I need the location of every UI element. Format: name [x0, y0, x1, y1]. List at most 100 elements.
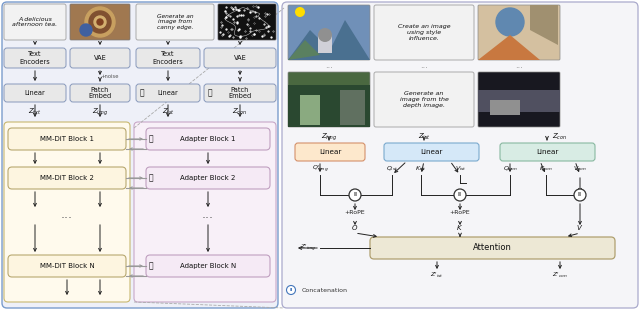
Text: Concatenation: Concatenation — [302, 287, 348, 293]
Bar — [288, 85, 370, 127]
Polygon shape — [530, 5, 558, 45]
Circle shape — [287, 285, 296, 295]
Text: Linear: Linear — [319, 149, 341, 155]
FancyBboxPatch shape — [374, 5, 474, 60]
Text: $Z'_{ist}$: $Z'_{ist}$ — [430, 270, 444, 280]
FancyBboxPatch shape — [288, 5, 370, 60]
FancyBboxPatch shape — [218, 4, 276, 40]
Text: II: II — [578, 193, 582, 197]
Text: $Q'_{img}$: $Q'_{img}$ — [312, 164, 328, 174]
Text: Linear: Linear — [24, 90, 45, 96]
Text: 🔥: 🔥 — [148, 134, 154, 143]
Text: $Z_{con}$: $Z_{con}$ — [232, 107, 248, 117]
Text: $O$: $O$ — [351, 224, 358, 233]
Text: $Q_{con}$: $Q_{con}$ — [503, 165, 517, 174]
Circle shape — [94, 16, 106, 28]
Text: MM-DiT Block 1: MM-DiT Block 1 — [40, 136, 94, 142]
Text: Adapter Block 2: Adapter Block 2 — [180, 175, 236, 181]
Circle shape — [80, 24, 92, 36]
FancyBboxPatch shape — [136, 84, 200, 102]
Text: Adapter Block 1: Adapter Block 1 — [180, 136, 236, 142]
Text: Attention: Attention — [473, 244, 512, 253]
FancyBboxPatch shape — [8, 128, 126, 150]
Text: $K_{ist}$: $K_{ist}$ — [415, 165, 427, 174]
FancyBboxPatch shape — [295, 143, 365, 161]
Text: Adapter Block N: Adapter Block N — [180, 263, 236, 269]
Text: Linear: Linear — [157, 90, 179, 96]
FancyBboxPatch shape — [136, 4, 214, 40]
FancyBboxPatch shape — [4, 122, 130, 302]
FancyBboxPatch shape — [478, 72, 560, 127]
FancyBboxPatch shape — [70, 4, 130, 40]
Text: Linear: Linear — [420, 149, 443, 155]
FancyBboxPatch shape — [282, 2, 638, 308]
FancyBboxPatch shape — [500, 143, 595, 161]
Text: $Z_{img}$: $Z_{img}$ — [92, 106, 108, 118]
Circle shape — [89, 11, 111, 33]
Text: $Q_{ist}$: $Q_{ist}$ — [386, 165, 398, 174]
Text: 🔥: 🔥 — [140, 89, 144, 98]
Text: +RoPE: +RoPE — [345, 211, 365, 216]
FancyBboxPatch shape — [134, 122, 276, 302]
Text: MM-DiT Block 2: MM-DiT Block 2 — [40, 175, 94, 181]
Text: $Z_{img}$: $Z_{img}$ — [321, 131, 337, 143]
Circle shape — [349, 189, 361, 201]
Text: ...: ... — [515, 62, 523, 71]
Circle shape — [295, 7, 305, 17]
Text: $K_{con}$: $K_{con}$ — [539, 165, 553, 174]
Text: $Z_{ist}$: $Z_{ist}$ — [161, 107, 175, 117]
FancyBboxPatch shape — [288, 72, 370, 127]
FancyBboxPatch shape — [478, 5, 560, 60]
Circle shape — [318, 28, 332, 42]
Text: ...: ... — [202, 208, 214, 221]
Text: II: II — [458, 193, 462, 197]
Text: +RoPE: +RoPE — [450, 211, 470, 216]
Text: Patch
Embed: Patch Embed — [88, 86, 111, 100]
Polygon shape — [478, 35, 540, 60]
Circle shape — [574, 189, 586, 201]
FancyBboxPatch shape — [4, 48, 66, 68]
Text: $V$: $V$ — [577, 224, 584, 233]
Text: 🔥: 🔥 — [148, 174, 154, 183]
Bar — [478, 90, 560, 112]
FancyBboxPatch shape — [8, 255, 126, 277]
Text: $Z_{txt}$: $Z_{txt}$ — [28, 107, 42, 117]
Text: 🔥: 🔥 — [208, 89, 212, 98]
FancyBboxPatch shape — [70, 48, 130, 68]
FancyBboxPatch shape — [146, 128, 270, 150]
Text: MM-DiT Block N: MM-DiT Block N — [40, 263, 94, 269]
Text: $Z_{con}$: $Z_{con}$ — [552, 132, 568, 142]
FancyBboxPatch shape — [4, 84, 66, 102]
Polygon shape — [288, 20, 370, 60]
Text: $Z_{ist}$: $Z_{ist}$ — [417, 132, 431, 142]
Polygon shape — [288, 40, 320, 60]
FancyBboxPatch shape — [374, 72, 474, 127]
Text: Text
Encoders: Text Encoders — [152, 52, 184, 64]
Text: ...: ... — [420, 62, 428, 71]
Text: $Z'_{img}$: $Z'_{img}$ — [300, 243, 316, 253]
Circle shape — [85, 7, 115, 37]
Text: Create an image
using style
influence.: Create an image using style influence. — [397, 24, 451, 41]
Text: VAE: VAE — [93, 55, 106, 61]
Text: Patch
Embed: Patch Embed — [228, 86, 252, 100]
Text: ...: ... — [325, 62, 333, 71]
Bar — [318, 35, 332, 53]
Bar — [300, 95, 320, 125]
Text: ...: ... — [61, 208, 73, 221]
Text: $Z'_{con}$: $Z'_{con}$ — [552, 270, 568, 280]
FancyBboxPatch shape — [370, 237, 615, 259]
FancyBboxPatch shape — [4, 4, 66, 40]
FancyBboxPatch shape — [136, 48, 200, 68]
Circle shape — [496, 8, 524, 36]
FancyBboxPatch shape — [8, 167, 126, 189]
Text: Text
Encoders: Text Encoders — [20, 52, 51, 64]
FancyBboxPatch shape — [204, 84, 276, 102]
Text: VAE: VAE — [234, 55, 246, 61]
Text: 🔥: 🔥 — [148, 262, 154, 271]
FancyBboxPatch shape — [70, 84, 130, 102]
Circle shape — [454, 189, 466, 201]
FancyBboxPatch shape — [384, 143, 479, 161]
Bar — [490, 100, 520, 115]
Text: $V_{con}$: $V_{con}$ — [573, 165, 587, 174]
FancyBboxPatch shape — [204, 48, 276, 68]
